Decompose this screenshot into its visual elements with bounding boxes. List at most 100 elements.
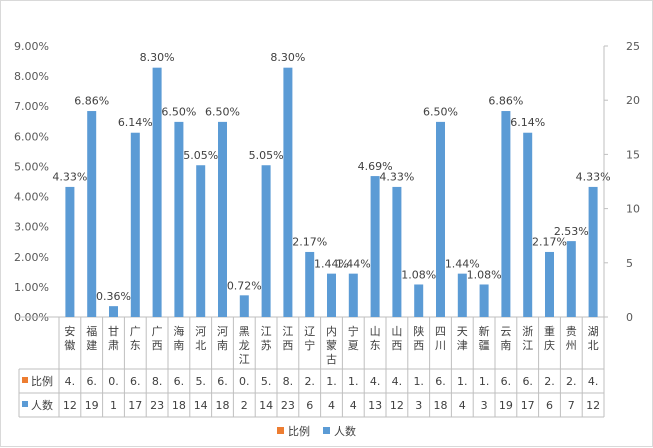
right-tick-label: 15 bbox=[626, 148, 640, 161]
table-cell-count: 12 bbox=[586, 399, 600, 412]
category-label: 北 bbox=[588, 339, 599, 352]
category-label: 广 bbox=[130, 325, 141, 338]
category-label: 云 bbox=[500, 325, 511, 338]
table-cell-ratio: 0. bbox=[108, 375, 119, 388]
table-cell-ratio: 5. bbox=[195, 375, 206, 388]
bar-people bbox=[414, 284, 424, 317]
data-label: 1.44% bbox=[445, 258, 480, 271]
category-label: 天 bbox=[457, 325, 468, 338]
table-cell-ratio: 6. bbox=[130, 375, 141, 388]
category-label: 东 bbox=[370, 339, 381, 352]
category-label: 宁 bbox=[304, 338, 315, 352]
category-label: 新 bbox=[479, 324, 490, 338]
left-tick-label: 9.00% bbox=[14, 40, 49, 53]
table-cell-count: 12 bbox=[63, 399, 77, 412]
category-label: 建 bbox=[86, 338, 97, 352]
bar-people bbox=[501, 111, 511, 317]
data-label: 2.53% bbox=[554, 225, 589, 238]
bar-people bbox=[588, 186, 598, 317]
data-label: 6.50% bbox=[205, 105, 240, 118]
category-label: 苏 bbox=[261, 339, 272, 352]
category-label: 陕 bbox=[413, 324, 424, 338]
bar-people bbox=[392, 186, 402, 317]
table-cell-ratio: 8. bbox=[152, 375, 163, 388]
category-label: 州 bbox=[566, 339, 577, 352]
category-label: 南 bbox=[500, 339, 511, 352]
data-label: 6.14% bbox=[118, 116, 153, 129]
table-cell-count: 13 bbox=[368, 399, 382, 412]
bar-people bbox=[370, 176, 380, 317]
bar-people bbox=[196, 165, 206, 317]
data-label: 2.17% bbox=[532, 236, 567, 249]
data-label: 6.86% bbox=[74, 94, 109, 107]
category-label: 宁 bbox=[348, 324, 359, 338]
table-cell-count: 14 bbox=[194, 399, 208, 412]
category-label: 津 bbox=[457, 339, 468, 352]
left-tick-label: 3.00% bbox=[14, 221, 49, 234]
bar-people bbox=[65, 186, 75, 317]
category-label: 内 bbox=[326, 324, 337, 338]
right-tick-label: 20 bbox=[626, 94, 640, 107]
bar-people bbox=[109, 306, 118, 317]
table-cell-count: 3 bbox=[481, 399, 488, 412]
table-cell-count: 18 bbox=[434, 399, 448, 412]
category-label: 夏 bbox=[348, 339, 359, 352]
table-cell-count: 14 bbox=[259, 399, 273, 412]
left-tick-label: 2.00% bbox=[14, 251, 49, 264]
table-cell-count: 19 bbox=[499, 399, 513, 412]
table-cell-count: 18 bbox=[172, 399, 186, 412]
category-label: 河 bbox=[217, 325, 228, 338]
table-cell-count: 17 bbox=[128, 399, 142, 412]
data-label: 4.33% bbox=[52, 171, 87, 184]
right-tick-label: 0 bbox=[626, 311, 633, 324]
category-label: 龙 bbox=[239, 339, 250, 352]
table-cell-ratio: 1. bbox=[479, 375, 490, 388]
category-label: 东 bbox=[130, 339, 141, 352]
category-label: 浙 bbox=[522, 325, 533, 338]
table-cell-count: 6 bbox=[306, 399, 313, 412]
data-label: 4.33% bbox=[379, 171, 414, 184]
bar-people bbox=[479, 284, 489, 317]
table-cell-ratio: 4. bbox=[392, 375, 403, 388]
category-label: 徽 bbox=[64, 338, 75, 352]
category-label: 福 bbox=[86, 324, 97, 338]
legend-label-ratio: 比例 bbox=[288, 424, 310, 438]
category-label: 河 bbox=[195, 325, 206, 338]
category-label: 蒙 bbox=[326, 339, 337, 352]
table-cell-ratio: 1. bbox=[348, 375, 359, 388]
category-label: 南 bbox=[217, 339, 228, 352]
category-label: 广 bbox=[152, 325, 163, 338]
data-label: 5.05% bbox=[183, 149, 218, 162]
category-label: 肃 bbox=[108, 339, 119, 352]
table-cell-count: 19 bbox=[85, 399, 99, 412]
data-label: 6.50% bbox=[161, 105, 196, 118]
data-label: 6.50% bbox=[423, 105, 458, 118]
table-cell-ratio: 1. bbox=[326, 375, 337, 388]
bar-people bbox=[261, 165, 271, 317]
bar-people bbox=[218, 121, 227, 317]
table-cell-ratio: 1. bbox=[413, 375, 424, 388]
data-label: 1.08% bbox=[401, 268, 436, 281]
table-cell-ratio: 4. bbox=[370, 375, 381, 388]
category-label: 北 bbox=[195, 339, 206, 352]
data-label: 1.44% bbox=[314, 258, 349, 271]
left-tick-label: 5.00% bbox=[14, 160, 49, 173]
data-label: 2.17% bbox=[292, 236, 327, 249]
bar-people bbox=[239, 295, 249, 317]
table-cell-count: 18 bbox=[216, 399, 230, 412]
category-label: 山 bbox=[391, 325, 402, 338]
category-label: 甘 bbox=[108, 325, 119, 338]
row-key-count bbox=[22, 401, 28, 407]
category-label: 山 bbox=[370, 325, 381, 338]
table-cell-count: 6 bbox=[546, 399, 553, 412]
bar-people bbox=[436, 121, 445, 317]
data-label: 0.72% bbox=[227, 279, 262, 292]
category-label: 海 bbox=[173, 324, 184, 338]
bar-people bbox=[348, 273, 358, 317]
category-label: 川 bbox=[435, 339, 446, 352]
table-cell-ratio: 6. bbox=[501, 375, 512, 388]
bar-people bbox=[523, 132, 533, 317]
table-cell-ratio: 2. bbox=[304, 375, 315, 388]
